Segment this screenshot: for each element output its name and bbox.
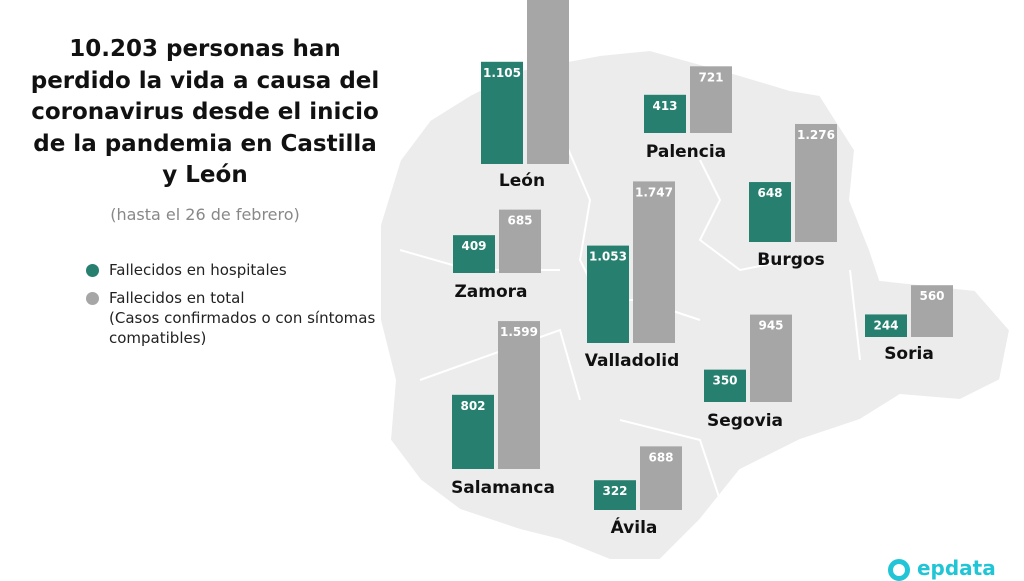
value-label: 1.747 [635, 185, 673, 199]
legend-total-note: (Casos confirmados o con síntomas compat… [109, 309, 376, 347]
bar-total-Segovia [750, 314, 792, 402]
province-label: Segovia [707, 411, 783, 431]
legend-total: Fallecidos en total (Casos confirmados o … [86, 288, 379, 348]
bar-hospital-Soria [865, 314, 907, 337]
value-label: 1.276 [797, 128, 835, 142]
value-label: 244 [873, 318, 898, 332]
bar-hospital-Ávila [594, 480, 636, 510]
bar-hospital-Zamora [453, 235, 495, 273]
legend-total-label: Fallecidos en total [109, 289, 245, 307]
chart-title: 10.203 personas han perdido la vida a ca… [30, 36, 380, 188]
bar-hospital-León [481, 61, 523, 164]
value-label: 350 [712, 374, 737, 388]
province-label: León [499, 171, 545, 191]
province-label: Salamanca [451, 478, 555, 498]
province-label: Palencia [646, 142, 726, 162]
bar-hospital-Segovia [704, 369, 746, 402]
value-label: 1.599 [500, 325, 538, 339]
bar-total-Valladolid [633, 181, 675, 343]
value-label: 802 [460, 399, 485, 413]
province-label: Ávila [611, 516, 658, 538]
legend-hospital-label: Fallecidos en hospitales [109, 261, 287, 279]
bar-total-Palencia [690, 66, 732, 133]
value-label: 648 [757, 186, 782, 200]
province-label: Zamora [454, 282, 527, 302]
value-label: 560 [919, 289, 944, 303]
legend-hospital: Fallecidos en hospitales [86, 260, 287, 280]
epdata-logo: epdata [888, 556, 996, 581]
value-label: 322 [602, 484, 627, 498]
bar-total-Burgos [795, 123, 837, 242]
province-label: Valladolid [585, 351, 680, 371]
province-label: Soria [884, 344, 934, 364]
value-label: 685 [507, 214, 532, 228]
legend-total-swatch [86, 292, 99, 305]
bar-total-Soria [911, 285, 953, 337]
province-label: Burgos [757, 250, 824, 270]
value-label: 1.053 [589, 250, 627, 264]
value-label: 1.105 [483, 66, 521, 80]
bar-total-Ávila [640, 446, 682, 510]
value-label: 413 [652, 99, 677, 113]
value-label: 688 [648, 450, 673, 464]
bar-hospital-Valladolid [587, 245, 629, 343]
value-label: 409 [461, 239, 486, 253]
bar-hospital-Salamanca [452, 394, 494, 469]
bar-total-Zamora [499, 209, 541, 273]
legend-hospital-swatch [86, 264, 99, 277]
bar-hospital-Burgos [749, 182, 791, 242]
value-label: 945 [758, 319, 783, 333]
bar-total-León [527, 0, 569, 164]
bar-hospital-Palencia [644, 94, 686, 133]
value-label: 721 [698, 70, 723, 84]
bar-total-Salamanca [498, 321, 540, 469]
chart-subtitle: (hasta el 26 de febrero) [110, 205, 300, 224]
